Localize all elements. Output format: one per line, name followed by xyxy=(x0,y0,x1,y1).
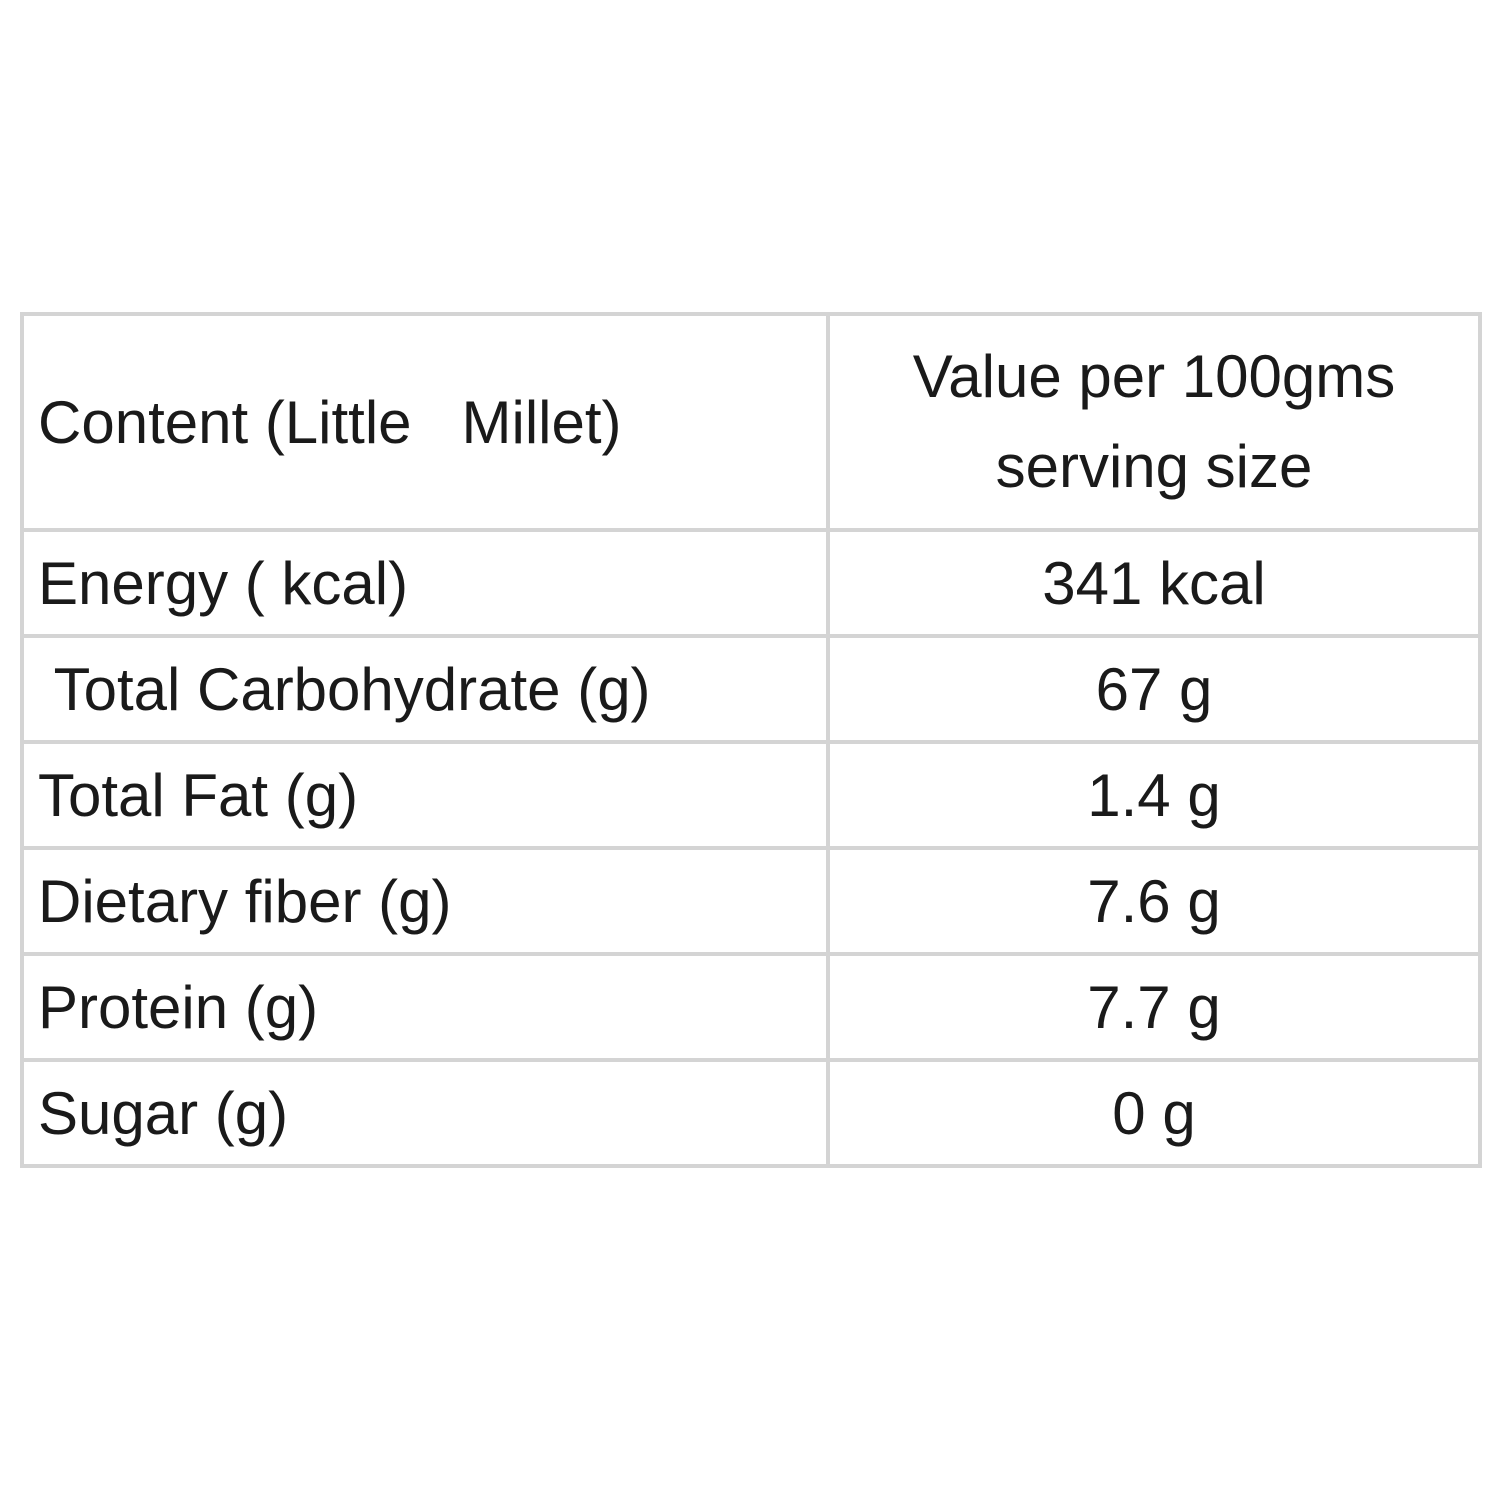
value-cell: 67 g xyxy=(826,634,1482,744)
table-row: Energy ( kcal) 341 kcal xyxy=(20,528,1482,638)
nutrient-cell: Protein (g) xyxy=(20,952,830,1062)
table-row: Sugar (g) 0 g xyxy=(20,1058,1482,1168)
header-cell: Content (Little Millet) xyxy=(20,312,830,532)
table-row: Protein (g) 7.7 g xyxy=(20,952,1482,1062)
nutrient-cell: Energy ( kcal) xyxy=(20,528,830,638)
header-cell: Value per 100gms serving size xyxy=(826,312,1482,532)
value-cell: 1.4 g xyxy=(826,740,1482,850)
nutrient-cell: Total Carbohydrate (g) xyxy=(20,634,830,744)
table-row: Total Carbohydrate (g) 67 g xyxy=(20,634,1482,744)
nutrient-cell: Total Fat (g) xyxy=(20,740,830,850)
value-cell: 7.7 g xyxy=(826,952,1482,1062)
table-row: Dietary fiber (g) 7.6 g xyxy=(20,846,1482,956)
table-body: Content (Little Millet) Value per 100gms… xyxy=(20,312,1482,1168)
nutrient-cell: Sugar (g) xyxy=(20,1058,830,1168)
nutrition-table: Content (Little Millet) Value per 100gms… xyxy=(20,312,1482,1168)
value-cell: 7.6 g xyxy=(826,846,1482,956)
value-cell: 341 kcal xyxy=(826,528,1482,638)
nutrient-cell: Dietary fiber (g) xyxy=(20,846,830,956)
value-cell: 0 g xyxy=(826,1058,1482,1168)
table-row: Total Fat (g) 1.4 g xyxy=(20,740,1482,850)
header-row: Content (Little Millet) Value per 100gms… xyxy=(20,312,1482,532)
